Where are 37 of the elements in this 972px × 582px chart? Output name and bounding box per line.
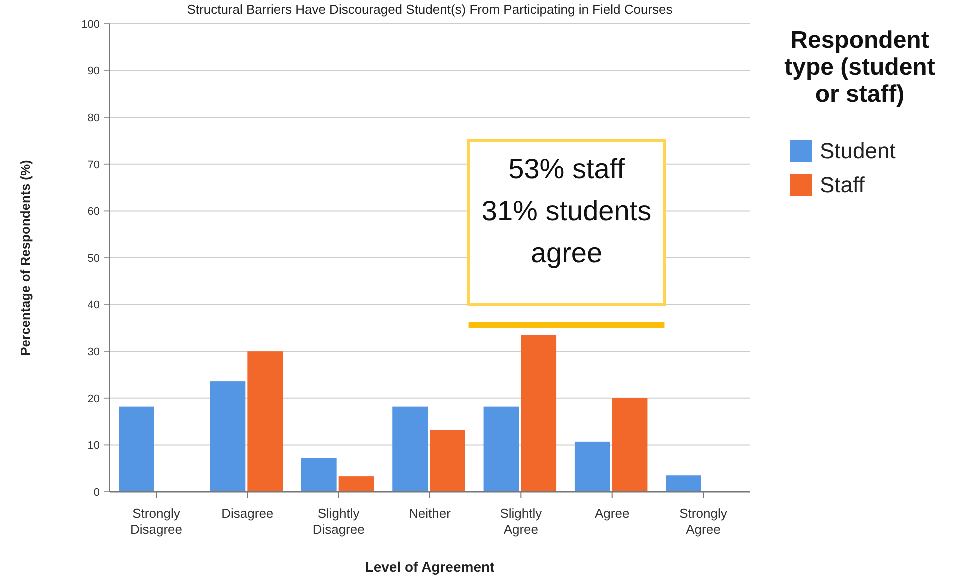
y-tick-label: 10 <box>88 440 100 452</box>
bar <box>574 442 610 492</box>
bar <box>521 335 557 492</box>
y-tick-label: 90 <box>88 66 100 78</box>
chart-title: Structural Barriers Have Discouraged Student(s) From Participating in Field Courses <box>187 2 674 17</box>
y-tick-label: 70 <box>88 159 100 172</box>
bar <box>430 430 466 492</box>
y-tick-label: 0 <box>94 486 100 499</box>
legend-title: Respondent type (student or staff) <box>784 27 936 108</box>
y-tick-label: 60 <box>88 206 100 218</box>
bar <box>248 352 284 492</box>
bar <box>210 382 246 492</box>
bar <box>301 458 337 492</box>
bar <box>612 398 648 492</box>
bar <box>338 476 374 492</box>
x-tick-label: Strongly Disagree <box>130 506 183 537</box>
y-tick-label: 30 <box>88 346 100 358</box>
x-tick-label: Slightly Disagree <box>312 506 365 537</box>
x-tick-label: Slightly Agree <box>500 506 543 537</box>
bar <box>392 406 428 492</box>
bar <box>119 406 154 492</box>
x-tick-label: Strongly Agree <box>680 506 728 537</box>
legend-label: Staff <box>820 172 866 198</box>
x-tick-label: Neither <box>409 506 452 521</box>
y-tick-label: 50 <box>88 252 100 265</box>
annotation: 53% staff 31% students agree <box>482 153 652 268</box>
y-tick-label: 20 <box>88 393 100 406</box>
y-tick-label: 80 <box>88 112 100 124</box>
bar <box>666 476 702 492</box>
legend-label: Student <box>820 138 896 164</box>
y-tick-label: 100 <box>82 18 100 31</box>
y-axis-title: Percentage of Respondents (%) <box>18 160 33 356</box>
x-tick-label: Agree <box>594 506 630 521</box>
x-axis-title: Level of Agreement <box>365 559 496 575</box>
bar <box>484 406 520 492</box>
y-tick-label: 40 <box>88 300 100 312</box>
x-tick-label: Disagree <box>222 506 274 521</box>
